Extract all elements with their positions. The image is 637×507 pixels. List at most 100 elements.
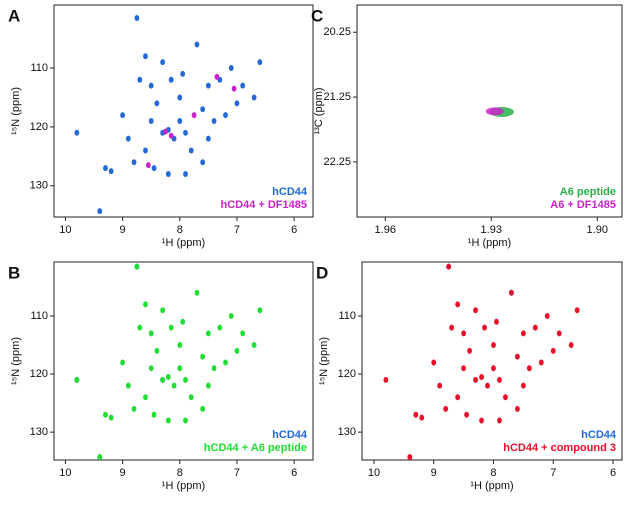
legend-entry: A6 peptide: [560, 186, 616, 198]
x-axis-label: ¹H (ppm): [162, 480, 205, 492]
peak: [188, 147, 194, 154]
plot-frame: [53, 261, 314, 461]
peak: [183, 171, 188, 178]
x-tick-label: 6: [610, 467, 616, 479]
peak: [137, 76, 143, 83]
peak: [515, 353, 520, 360]
peak: [461, 330, 467, 337]
peak: [538, 359, 544, 366]
peak: [449, 324, 455, 331]
peak: [143, 394, 148, 401]
peak: [446, 263, 452, 270]
peak: [163, 128, 168, 135]
peak: [550, 347, 556, 354]
peak: [217, 324, 223, 331]
legend-entry: hCD44: [272, 186, 308, 198]
peak: [183, 417, 188, 424]
peak: [165, 417, 171, 424]
peak: [419, 414, 425, 421]
peak: [223, 112, 228, 119]
peak: [205, 82, 211, 89]
peak: [228, 65, 234, 72]
peak: [171, 382, 177, 389]
x-axis-label: ¹H (ppm): [162, 237, 205, 249]
peak: [74, 129, 80, 136]
x-tick-label: 9: [431, 467, 437, 479]
peak: [251, 94, 257, 101]
peak: [183, 129, 188, 136]
peak: [455, 394, 461, 401]
y-tick-label: 110: [30, 310, 48, 322]
peak: [168, 324, 174, 331]
peak: [467, 347, 472, 354]
x-tick-label: 8: [177, 467, 183, 479]
peak: [200, 106, 206, 113]
peak: [211, 365, 217, 372]
peak: [183, 376, 188, 383]
x-axis-label: ¹H (ppm): [470, 480, 513, 492]
peak: [148, 330, 154, 337]
peak: [154, 100, 160, 107]
peak: [407, 454, 413, 461]
peak: [188, 394, 194, 401]
peak: [180, 70, 186, 77]
panel-label: D: [316, 263, 328, 282]
peak: [205, 330, 211, 337]
peak: [143, 301, 148, 308]
legend-entry: hCD44 + DF1485: [220, 199, 307, 211]
peak: [574, 307, 580, 314]
y-tick-label: 120: [30, 121, 48, 133]
y-tick-label: 130: [30, 180, 48, 192]
y-tick-label: 21.25: [323, 91, 351, 103]
x-tick-label: 7: [550, 467, 556, 479]
peak: [234, 100, 240, 107]
peak: [211, 118, 217, 125]
peak: [154, 347, 160, 354]
peak: [461, 365, 467, 372]
peak: [556, 330, 562, 337]
y-tick-label: 22.25: [323, 156, 351, 168]
y-tick-label: 130: [30, 426, 48, 438]
x-tick-label: 1.96: [375, 224, 396, 236]
peak: [143, 147, 148, 154]
peak: [177, 342, 183, 349]
y-tick-label: 120: [338, 368, 356, 380]
peak: [145, 162, 151, 169]
peak: [413, 411, 419, 418]
peak: [479, 373, 484, 380]
peak: [437, 382, 443, 389]
peak: [455, 301, 461, 308]
x-tick-label: 10: [59, 467, 71, 479]
peak: [240, 82, 246, 89]
x-tick-label: 1.93: [481, 224, 502, 236]
peak: [160, 376, 166, 383]
legend-entry: hCD44: [581, 429, 617, 441]
peak: [205, 382, 211, 389]
y-tick-label: 120: [30, 368, 48, 380]
x-tick-label: 9: [120, 467, 126, 479]
peak: [515, 405, 520, 412]
peak: [251, 342, 257, 349]
peak: [200, 405, 206, 412]
peak: [497, 417, 502, 424]
plot-frame: [356, 4, 623, 218]
legend-entry: hCD44: [272, 429, 308, 441]
legend-entry: hCD44 + A6 peptide: [204, 442, 307, 454]
x-axis-label: ¹H (ppm): [468, 237, 511, 249]
peak: [97, 208, 103, 215]
panel-label: C: [311, 6, 323, 25]
legend-entry: A6 + DF1485: [550, 199, 616, 211]
peak: [194, 289, 200, 296]
peak: [168, 132, 174, 139]
peak: [151, 165, 157, 172]
peak: [200, 159, 206, 166]
x-tick-label: 6: [291, 224, 297, 236]
y-axis-label: ¹⁵N (ppm): [10, 87, 22, 135]
peak: [108, 168, 114, 175]
peak: [231, 85, 237, 92]
y-axis-label: ¹⁵N (ppm): [318, 337, 330, 385]
panel-label: A: [8, 6, 20, 25]
peak: [125, 382, 131, 389]
peak: [482, 324, 487, 331]
peak: [168, 76, 174, 83]
